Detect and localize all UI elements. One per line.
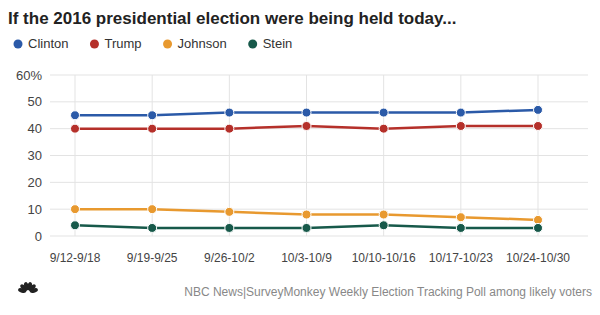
x-tick-label: 9/26-10/2: [204, 251, 255, 265]
x-grid-line: [538, 75, 539, 236]
y-tick-label: 60%: [16, 68, 42, 83]
series-marker: [302, 121, 311, 130]
y-grid-line: [50, 182, 588, 183]
legend-swatch: [90, 40, 99, 49]
series-marker: [379, 124, 388, 133]
y-grid-line: [50, 236, 588, 237]
series-marker: [534, 121, 543, 130]
series-marker: [71, 221, 80, 230]
legend-label: Johnson: [178, 36, 227, 51]
legend-swatch: [14, 40, 23, 49]
series-marker: [456, 213, 465, 222]
y-tick-label: 40: [28, 121, 42, 136]
x-grid-line: [460, 75, 461, 236]
y-grid-line: [50, 101, 588, 102]
y-grid-line: [50, 75, 588, 76]
series-marker: [148, 124, 157, 133]
y-tick-label: 10: [28, 202, 42, 217]
series-marker: [456, 108, 465, 117]
x-tick-label: 10/3-10/9: [281, 251, 332, 265]
marks: [71, 105, 543, 232]
series-marker: [225, 223, 234, 232]
series-marker: [148, 205, 157, 214]
series-marker: [225, 207, 234, 216]
source: NBC News|SurveyMonkey Weekly Election Tr…: [184, 285, 592, 299]
y-tick-label: 20: [28, 175, 42, 190]
x-tick-label: 9/12-9/18: [50, 251, 101, 265]
chart: If the 2016 presidential election were b…: [0, 0, 600, 315]
series-marker: [71, 111, 80, 120]
series-marker: [302, 210, 311, 219]
series-marker: [379, 221, 388, 230]
series-marker: [534, 105, 543, 114]
legend: Clinton Trump Johnson Stein: [14, 36, 293, 51]
series-marker: [456, 121, 465, 130]
series-marker: [456, 223, 465, 232]
series-marker: [148, 111, 157, 120]
grid: [50, 75, 588, 236]
y-grid-line: [50, 155, 588, 156]
series-marker: [302, 223, 311, 232]
x-tick-label: 10/17-10/23: [429, 251, 493, 265]
legend-label: Clinton: [28, 36, 68, 51]
legend-swatch: [163, 40, 172, 49]
y-tick-label: 30: [28, 148, 42, 163]
legend-label: Trump: [104, 36, 141, 51]
x-tick-label: 10/10-10/16: [352, 251, 416, 265]
legend-label: Stein: [263, 36, 293, 51]
series-line: [75, 209, 538, 220]
series-marker: [379, 210, 388, 219]
logo: [18, 282, 39, 294]
logo-feather: [29, 287, 38, 293]
series-marker: [71, 205, 80, 214]
series-marker: [148, 223, 157, 232]
series-marker: [71, 124, 80, 133]
series-marker: [534, 223, 543, 232]
series-marker: [225, 108, 234, 117]
title: If the 2016 presidential election were b…: [8, 9, 456, 28]
y-tick-label: 0: [35, 229, 42, 244]
series-marker: [225, 124, 234, 133]
x-tick-label: 10/24-10/30: [506, 251, 570, 265]
legend-swatch: [248, 40, 257, 49]
y-tick-label: 50: [28, 94, 42, 109]
x-tick-label: 9/19-9/25: [127, 251, 178, 265]
series-marker: [302, 108, 311, 117]
series-marker: [379, 108, 388, 117]
